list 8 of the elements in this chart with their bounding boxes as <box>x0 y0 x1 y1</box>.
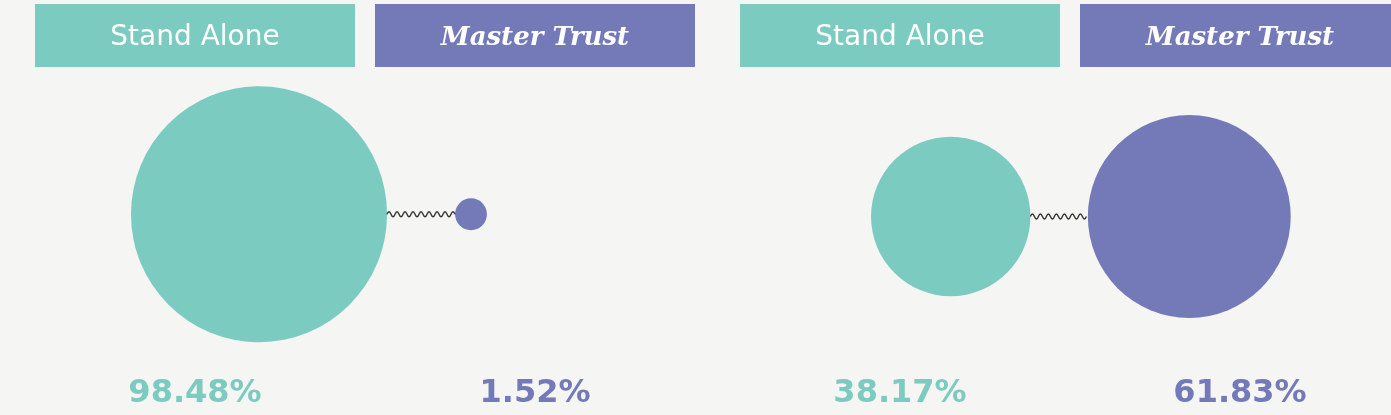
category-label: Master Trust <box>375 4 695 67</box>
category-label: Stand Alone <box>740 4 1060 67</box>
data-label: 38.17% <box>832 372 968 410</box>
category-label: Stand Alone <box>35 4 355 67</box>
data-label: 1.52% <box>478 372 592 410</box>
data-label: 61.83% <box>1172 372 1308 410</box>
data-label: 98.48% <box>127 372 263 410</box>
category-label: Master Trust <box>1080 4 1391 67</box>
